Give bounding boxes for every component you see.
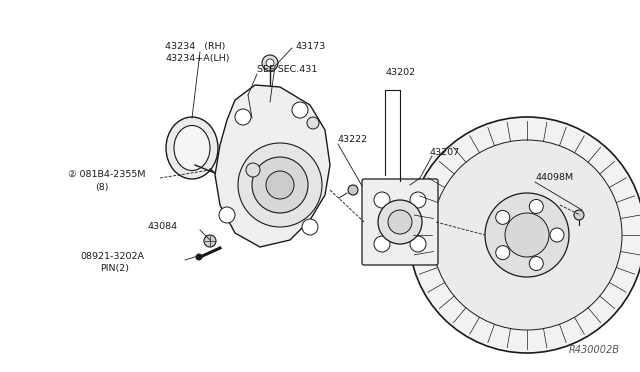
Circle shape — [307, 117, 319, 129]
Text: 43202: 43202 — [386, 68, 416, 77]
Text: R430002B: R430002B — [569, 345, 620, 355]
Circle shape — [550, 228, 564, 242]
Circle shape — [262, 55, 278, 71]
Circle shape — [505, 213, 549, 257]
Circle shape — [485, 193, 569, 277]
Text: 44098M: 44098M — [535, 173, 573, 182]
Circle shape — [235, 109, 251, 125]
Text: 43234+A(LH): 43234+A(LH) — [165, 54, 230, 63]
Circle shape — [409, 117, 640, 353]
Circle shape — [252, 157, 308, 213]
Circle shape — [388, 210, 412, 234]
Text: PIN(2): PIN(2) — [100, 264, 129, 273]
Circle shape — [410, 236, 426, 252]
Circle shape — [238, 143, 322, 227]
Ellipse shape — [174, 125, 210, 170]
Circle shape — [529, 257, 543, 270]
Text: 43222: 43222 — [338, 135, 368, 144]
Circle shape — [196, 254, 202, 260]
Circle shape — [246, 163, 260, 177]
Ellipse shape — [166, 117, 218, 179]
Text: ② 081B4-2355M: ② 081B4-2355M — [68, 170, 145, 179]
Text: 43084: 43084 — [148, 222, 178, 231]
FancyBboxPatch shape — [362, 179, 438, 265]
Circle shape — [574, 210, 584, 220]
Circle shape — [496, 246, 509, 260]
Circle shape — [378, 200, 422, 244]
Circle shape — [374, 192, 390, 208]
Circle shape — [219, 207, 235, 223]
Circle shape — [374, 236, 390, 252]
Text: 08921-3202A: 08921-3202A — [80, 252, 144, 261]
Circle shape — [410, 192, 426, 208]
Text: (8): (8) — [95, 183, 109, 192]
Circle shape — [292, 102, 308, 118]
Text: SEE SEC.431: SEE SEC.431 — [257, 65, 317, 74]
Circle shape — [496, 211, 509, 224]
Text: 43207: 43207 — [430, 148, 460, 157]
Polygon shape — [215, 85, 330, 247]
Circle shape — [204, 235, 216, 247]
Circle shape — [266, 59, 274, 67]
Circle shape — [302, 219, 318, 235]
Text: 43234   (RH): 43234 (RH) — [165, 42, 225, 51]
Circle shape — [529, 199, 543, 214]
Circle shape — [266, 171, 294, 199]
Circle shape — [348, 185, 358, 195]
Text: 43173: 43173 — [295, 42, 325, 51]
Circle shape — [432, 140, 622, 330]
